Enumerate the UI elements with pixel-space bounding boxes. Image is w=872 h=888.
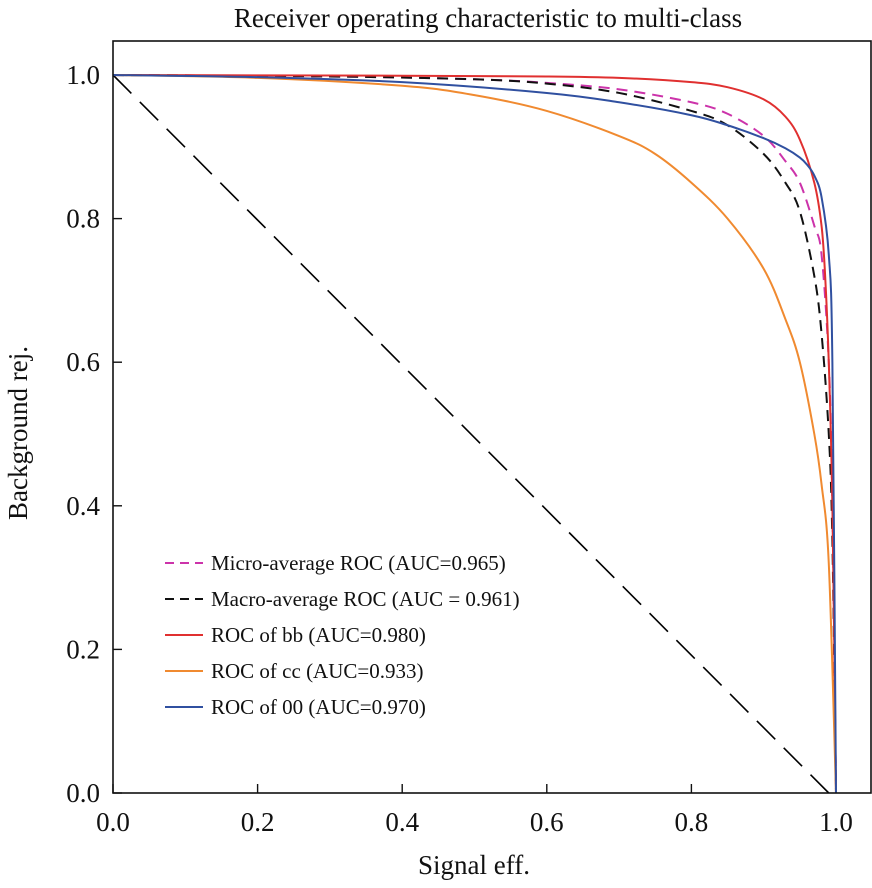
series-line-macro-average xyxy=(112,74,837,794)
axis-ticks: 0.0 0.2 0.4 0.6 0.8 1.0 0.0 0.2 0.4 0.6 0.8 1.0 xyxy=(66,60,853,837)
y-tick-label: 0.4 xyxy=(66,491,100,521)
x-tick-label: 0.0 xyxy=(96,807,130,837)
x-tick-label: 0.2 xyxy=(241,807,275,837)
legend-label: Micro-average ROC (AUC=0.965) xyxy=(211,551,506,575)
legend: Micro-average ROC (AUC=0.965) Macro-avera… xyxy=(165,551,520,719)
chance-line xyxy=(112,74,830,794)
chart-title: Receiver operating characteristic to mul… xyxy=(234,3,742,33)
series-line-00 xyxy=(112,74,837,794)
x-axis-title: Signal eff. xyxy=(418,850,530,880)
series-line-bb xyxy=(112,74,837,794)
x-tick-label: 0.6 xyxy=(530,807,564,837)
y-axis-title: Background rej. xyxy=(3,346,33,520)
y-tick-label: 1.0 xyxy=(66,60,100,90)
x-tick-label: 0.8 xyxy=(675,807,709,837)
roc-series xyxy=(112,74,837,794)
x-tick-label: 1.0 xyxy=(819,807,853,837)
chance-diagonal-line xyxy=(112,74,830,794)
y-tick-label: 0.8 xyxy=(66,204,100,234)
y-tick-label: 0.0 xyxy=(66,778,100,808)
y-tick-label: 0.6 xyxy=(66,347,100,377)
plot-frame xyxy=(112,40,872,794)
legend-label: ROC of 00 (AUC=0.970) xyxy=(211,695,426,719)
series-line-cc xyxy=(112,74,837,794)
legend-label: Macro-average ROC (AUC = 0.961) xyxy=(211,587,520,611)
y-tick-label: 0.2 xyxy=(66,634,100,664)
legend-label: ROC of bb (AUC=0.980) xyxy=(211,623,426,647)
x-tick-label: 0.4 xyxy=(385,807,419,837)
legend-label: ROC of cc (AUC=0.933) xyxy=(211,659,423,683)
